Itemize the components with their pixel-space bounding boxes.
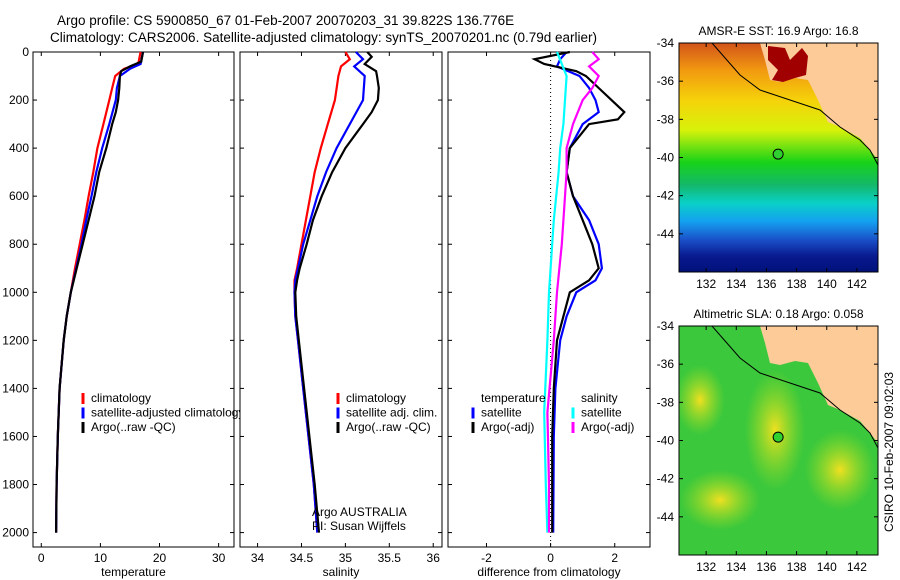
legend-entry: satellite adj. clim. bbox=[346, 406, 437, 420]
shelf-contour bbox=[711, 43, 878, 166]
x-tick-label: 35.5 bbox=[378, 551, 402, 565]
side-stamp: CSIRO 10-Feb-2007 09:02:03 bbox=[882, 372, 896, 532]
series-line-argo-raw-qc- bbox=[294, 51, 380, 533]
series-line-salinity-argo-adj- bbox=[546, 51, 601, 533]
y-tick-label: 800 bbox=[9, 237, 29, 251]
y-tick-label: -40 bbox=[657, 151, 675, 165]
x-tick-label: 0 bbox=[38, 551, 45, 565]
x-tick-label: 10 bbox=[94, 551, 108, 565]
x-tick-label: 134 bbox=[726, 560, 746, 574]
series-line-salinity-satellite bbox=[543, 51, 568, 533]
x-tick-label: 140 bbox=[817, 277, 837, 291]
y-tick-label: 1200 bbox=[2, 333, 29, 347]
legend-entry: satellite bbox=[481, 406, 522, 420]
legend-entry: Argo(..raw -QC) bbox=[346, 420, 431, 434]
legend-entry: Argo(-adj) bbox=[481, 420, 534, 434]
y-tick-label: 2000 bbox=[2, 526, 29, 540]
y-tick-label: 1600 bbox=[2, 429, 29, 443]
x-tick-label: 34 bbox=[251, 551, 265, 565]
legend-entry: satellite bbox=[581, 406, 622, 420]
x-axis-label: difference from climatology bbox=[477, 565, 620, 579]
x-tick-label: 2 bbox=[611, 551, 618, 565]
x-tick-label: 142 bbox=[847, 277, 867, 291]
x-tick-label: 36 bbox=[427, 551, 441, 565]
y-tick-label: 0 bbox=[22, 45, 29, 59]
title-line-1: Argo profile: CS 5900850_67 01-Feb-2007 … bbox=[57, 13, 514, 28]
x-axis-label: temperature bbox=[101, 565, 166, 579]
y-tick-label: 1400 bbox=[2, 381, 29, 395]
shelf-contour bbox=[711, 326, 878, 449]
y-tick-label: -36 bbox=[657, 74, 675, 88]
map-title: Altimetric SLA: 0.18 Argo: 0.058 bbox=[693, 307, 863, 321]
annotation-text: PI: Susan Wijffels bbox=[312, 519, 406, 533]
sla-anomaly-patch bbox=[805, 430, 875, 510]
axes-frame bbox=[239, 51, 443, 548]
argo-location-marker bbox=[772, 431, 784, 443]
y-tick-label: -42 bbox=[657, 472, 675, 486]
map-title: AMSR-E SST: 16.9 Argo: 16.8 bbox=[698, 24, 858, 38]
argo-location-marker bbox=[772, 148, 784, 160]
y-tick-label: -34 bbox=[657, 319, 675, 333]
legend-header: temperature bbox=[481, 391, 546, 405]
x-tick-label: 132 bbox=[696, 560, 716, 574]
x-tick-label: 136 bbox=[756, 560, 776, 574]
x-tick-label: 138 bbox=[787, 277, 807, 291]
y-tick-label: -44 bbox=[657, 227, 675, 241]
sst_map-axes: AMSR-E SST: 16.9 Argo: 16.8 132 134 136 138 1… bbox=[657, 24, 878, 291]
x-tick-label: 0 bbox=[547, 551, 554, 565]
title-line-2: Climatology: CARS2006. Satellite-adjuste… bbox=[50, 30, 597, 45]
x-tick-label: 142 bbox=[847, 560, 867, 574]
y-tick-label: 1000 bbox=[2, 285, 29, 299]
y-tick-label: -40 bbox=[657, 434, 675, 448]
y-tick-label: -44 bbox=[657, 510, 675, 524]
x-tick-label: 34.5 bbox=[290, 551, 314, 565]
y-tick-label: 200 bbox=[9, 93, 29, 107]
land-mass bbox=[760, 326, 878, 443]
y-tick-label: -38 bbox=[657, 395, 675, 409]
annotation-text: Argo AUSTRALIA bbox=[312, 505, 407, 519]
x-tick-label: 132 bbox=[696, 277, 716, 291]
y-tick-label: 1800 bbox=[2, 478, 29, 492]
legend-entry: climatology bbox=[346, 391, 406, 405]
x-axis-label: salinity bbox=[323, 565, 360, 579]
y-tick-label: 600 bbox=[9, 189, 29, 203]
sla-anomaly-patch bbox=[679, 365, 725, 435]
sla-anomaly-patch bbox=[745, 370, 805, 490]
y-tick-label: 400 bbox=[9, 141, 29, 155]
series-line-argo-raw-qc- bbox=[55, 51, 145, 533]
x-tick-label: 134 bbox=[726, 277, 746, 291]
y-tick-label: -36 bbox=[657, 357, 675, 371]
salinity-panel: 34 34.5 35 35.5 36 salinity climatologysatelli… bbox=[239, 51, 443, 579]
x-tick-label: 136 bbox=[756, 277, 776, 291]
legend-header: salinity bbox=[581, 391, 618, 405]
y-tick-label: -34 bbox=[657, 36, 675, 50]
x-tick-label: 140 bbox=[817, 560, 837, 574]
x-tick-label: 20 bbox=[153, 551, 167, 565]
axes-frame bbox=[32, 51, 235, 548]
temperature-panel: 0 10 20 30 0 200 400 600 800 1000 1200 1400 1600 1800… bbox=[2, 45, 244, 579]
legend-entry: Argo(..raw -QC) bbox=[91, 420, 176, 434]
y-tick-label: -42 bbox=[657, 189, 675, 203]
x-tick-label: 30 bbox=[212, 551, 226, 565]
x-tick-label: -2 bbox=[481, 551, 492, 565]
gulf-warm-water bbox=[768, 46, 808, 82]
sla_map-axes: Altimetric SLA: 0.18 Argo: 0.058 132 134 13… bbox=[657, 307, 878, 574]
legend-entry: Argo(-adj) bbox=[581, 420, 634, 434]
sla-anomaly-patch bbox=[680, 470, 760, 530]
x-tick-label: 35 bbox=[339, 551, 353, 565]
legend-entry: satellite-adjusted climatology bbox=[91, 406, 244, 420]
y-tick-label: -38 bbox=[657, 112, 675, 126]
legend-entry: climatology bbox=[91, 391, 151, 405]
sla-map bbox=[679, 326, 878, 555]
x-tick-label: 138 bbox=[787, 560, 807, 574]
